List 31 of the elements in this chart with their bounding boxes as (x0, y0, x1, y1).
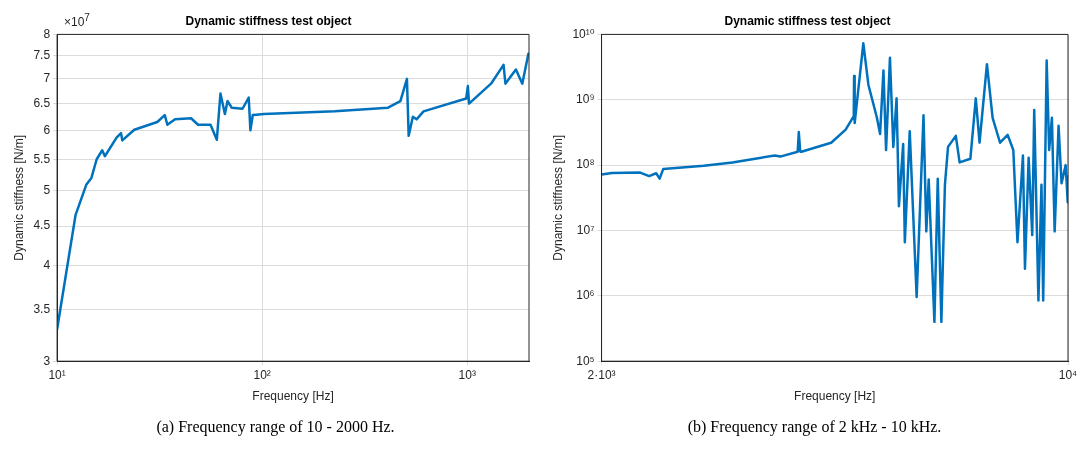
y-tick-label: 7 (43, 71, 51, 86)
y-tick-label: 6 (43, 122, 51, 137)
text: (a) Frequency range of 10 - 2000 Hz. (155, 418, 396, 436)
chart-title: Dynamic stiffness test object (724, 13, 891, 28)
x-tick-label: 10³ (458, 367, 476, 382)
y-tick-label: 10⁷ (576, 222, 595, 237)
y-tick-label: 4.5 (33, 218, 51, 233)
y-tick-label: 10⁸ (576, 157, 595, 172)
y-tick-label: 10⁵ (576, 353, 595, 368)
y-tick-label: 5 (43, 183, 51, 198)
y-tick-label: 6.5 (33, 95, 51, 110)
text: (b) Frequency range of 2 kHz - 10 kHz. (686, 418, 943, 436)
x-tick-label: 2·10³ (587, 367, 616, 382)
y-tick-label: 8 (43, 26, 51, 41)
y-tick-label: 10⁹ (576, 92, 595, 107)
y-tick-label: 10¹⁰ (572, 26, 595, 41)
y-tick-label: 3 (43, 353, 51, 368)
y-tick-label: 4 (43, 257, 51, 272)
x-tick-label: 10⁴ (1058, 367, 1078, 382)
text: ×10$^{7}$ (64, 12, 90, 29)
y-axis-title: Dynamic stiffness [N/m] (550, 134, 565, 261)
x-axis-title: Frequency [Hz] (252, 389, 334, 404)
x-tick-label: 10² (253, 367, 271, 382)
y-tick-label: 10⁶ (576, 288, 595, 303)
y-axis-title: Dynamic stiffness [N/m] (11, 134, 26, 261)
y-tick-label: 5.5 (33, 151, 51, 166)
y-tick-label: 7.5 (33, 48, 51, 63)
y-tick-label: 3.5 (33, 302, 51, 317)
chart-title: Dynamic stiffness test object (185, 13, 352, 28)
x-axis-title: Frequency [Hz] (794, 389, 876, 404)
x-tick-label: 10¹ (48, 367, 66, 382)
